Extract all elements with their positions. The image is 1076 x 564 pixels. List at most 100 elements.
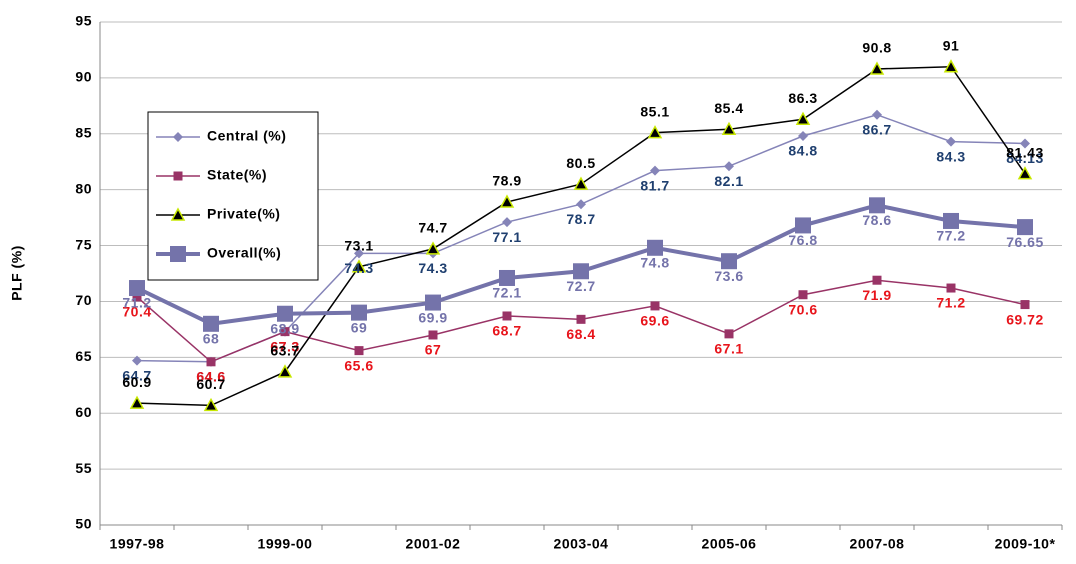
marker (173, 171, 183, 181)
data-label: 71.2 (122, 295, 151, 311)
y-tick-label: 75 (75, 236, 92, 252)
marker (650, 301, 660, 311)
marker (203, 397, 219, 412)
y-tick-label: 70 (75, 292, 92, 308)
marker (946, 283, 956, 293)
data-label: 64.6 (196, 369, 225, 385)
marker (277, 305, 293, 322)
y-tick-label: 95 (75, 13, 92, 29)
data-label: 76.65 (1006, 234, 1044, 250)
y-tick-label: 80 (75, 180, 92, 196)
x-tick-label: 1997-98 (110, 536, 165, 552)
marker (576, 199, 586, 210)
data-label: 85.1 (640, 103, 669, 119)
marker (428, 330, 438, 340)
data-label: 77.1 (492, 229, 521, 245)
data-label: 60.7 (196, 376, 225, 392)
data-label: 60.9 (122, 374, 151, 390)
legend: Central (%) State(%) Private(%) Overall(%) (147, 111, 319, 281)
data-label: 74.7 (418, 220, 447, 236)
marker (499, 194, 515, 208)
marker (277, 364, 293, 378)
marker (170, 207, 186, 221)
data-label: 80.5 (566, 155, 595, 171)
data-label: 85.4 (714, 100, 743, 116)
y-tick-label: 60 (75, 404, 92, 420)
legend-label: Overall(%) (207, 245, 281, 261)
marker (724, 329, 734, 339)
marker (351, 304, 367, 321)
data-label: 84.13 (1006, 150, 1044, 166)
data-label: 73.6 (714, 268, 743, 284)
data-label: 78.7 (566, 211, 595, 227)
x-tick-label: 1999-00 (258, 536, 313, 552)
x-tick-label: 2001-02 (406, 536, 461, 552)
data-label: 67.3 (270, 338, 299, 354)
y-axis-title: PLF (%) (9, 245, 25, 301)
data-label: 68.9 (270, 320, 299, 336)
marker (647, 239, 663, 256)
marker (129, 395, 145, 409)
marker (129, 280, 145, 297)
marker (203, 315, 219, 332)
marker (502, 311, 512, 321)
legend-label: State(%) (207, 167, 267, 183)
data-label: 84.8 (788, 143, 817, 159)
data-label: 71.9 (862, 287, 891, 303)
legend-label: Private(%) (207, 206, 280, 222)
data-label: 68 (203, 331, 220, 347)
marker (795, 217, 811, 234)
marker (132, 292, 142, 302)
marker (354, 346, 364, 356)
data-label: 68.4 (566, 326, 595, 342)
marker (872, 275, 882, 285)
marker (1017, 166, 1033, 180)
marker (206, 357, 216, 367)
data-label: 67.3 (270, 338, 299, 354)
legend-label: Central (%) (207, 128, 286, 144)
marker (1020, 138, 1030, 149)
marker (499, 269, 515, 286)
y-tick-label: 65 (75, 348, 92, 364)
marker (647, 125, 663, 139)
data-label: 69 (351, 319, 368, 335)
marker (173, 132, 183, 142)
data-label: 67 (425, 342, 442, 358)
data-label: 81.43 (1006, 144, 1044, 160)
data-label: 90.8 (862, 40, 891, 56)
y-tick-label: 50 (75, 516, 92, 532)
marker (724, 161, 734, 172)
marker (798, 290, 808, 300)
x-tick-label: 2003-04 (554, 536, 609, 552)
marker (869, 197, 885, 214)
data-label: 68.7 (492, 323, 521, 339)
marker (943, 59, 959, 73)
data-label: 84.3 (936, 148, 965, 164)
marker (943, 212, 959, 229)
data-label: 69.9 (418, 309, 447, 325)
marker (573, 263, 589, 280)
marker (721, 253, 737, 270)
marker (946, 136, 956, 147)
marker (721, 121, 737, 136)
marker (798, 131, 808, 142)
x-tick-label: 2005-06 (702, 536, 757, 552)
data-label: 82.1 (714, 173, 743, 189)
data-label: 74.8 (640, 254, 669, 270)
x-tick-label: 2007-08 (850, 536, 905, 552)
data-label: 78.6 (862, 212, 891, 228)
marker (869, 61, 885, 75)
marker (351, 259, 367, 273)
data-label: 72.7 (566, 278, 595, 294)
marker (170, 246, 186, 262)
marker (872, 109, 882, 120)
data-label: 74.3 (418, 260, 447, 276)
data-label: 86.3 (788, 90, 817, 106)
data-label: 69.6 (640, 313, 669, 329)
data-label: 73.1 (344, 237, 373, 253)
y-tick-label: 85 (75, 124, 92, 140)
data-label: 86.7 (862, 121, 891, 137)
data-label: 77.2 (936, 228, 965, 244)
